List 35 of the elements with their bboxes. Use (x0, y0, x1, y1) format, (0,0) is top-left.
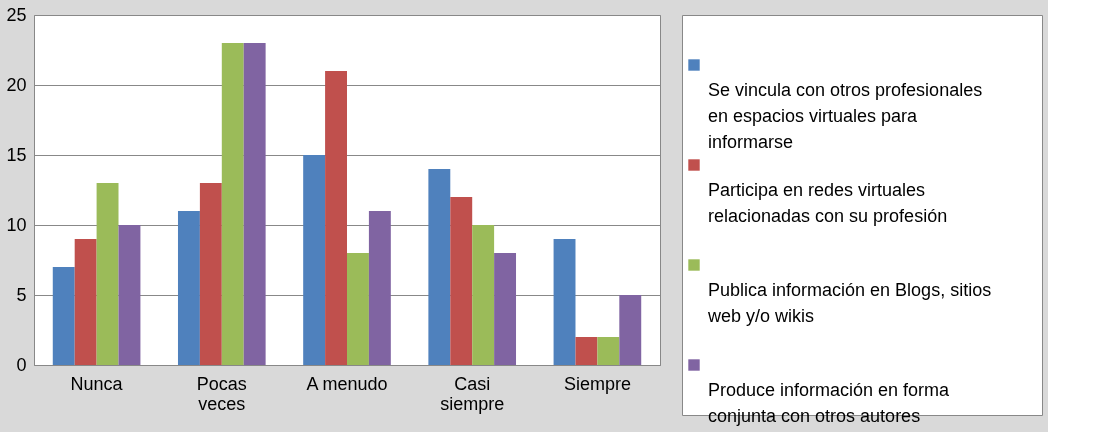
bar (74, 239, 97, 365)
bar (450, 197, 473, 365)
bar (243, 43, 266, 365)
bar (118, 225, 141, 365)
x-tick-label: Pocas veces (196, 373, 247, 414)
bar (368, 211, 391, 365)
x-tick-label: Siempre (563, 373, 631, 394)
bar (52, 267, 75, 365)
bar (177, 211, 200, 365)
bar (575, 337, 598, 365)
bar (325, 71, 347, 365)
bar (597, 337, 620, 365)
bar (96, 183, 119, 365)
bar (303, 155, 326, 365)
bar (472, 225, 495, 365)
bar (494, 253, 517, 365)
x-tick-label: A menudo (306, 373, 388, 394)
legend-label: Publica información en Blogs, sitios web y/o wikis (707, 280, 992, 326)
y-tick-label: 15 (6, 144, 27, 165)
legend-label: Participa en redes virtuales relacionadas con su profesión (708, 180, 948, 226)
bar (428, 169, 451, 365)
bar (347, 253, 369, 365)
legend-label: Se vincula con otros profesionales en espacios virtuales para informarse (708, 80, 983, 152)
x-tick-label: Casi siempre (440, 373, 505, 414)
bar (619, 295, 642, 365)
y-tick-label: 0 (16, 354, 27, 375)
bar (221, 43, 244, 365)
x-tick-label: Nunca (70, 373, 124, 394)
y-tick-label: 25 (6, 4, 27, 25)
legend-label: Produce información en forma conjunta con otros autores (708, 380, 951, 426)
y-tick-label: 20 (6, 74, 27, 95)
bar (199, 183, 222, 365)
y-tick-label: 10 (6, 214, 27, 235)
y-tick-label: 5 (16, 284, 27, 305)
bar (553, 239, 576, 365)
